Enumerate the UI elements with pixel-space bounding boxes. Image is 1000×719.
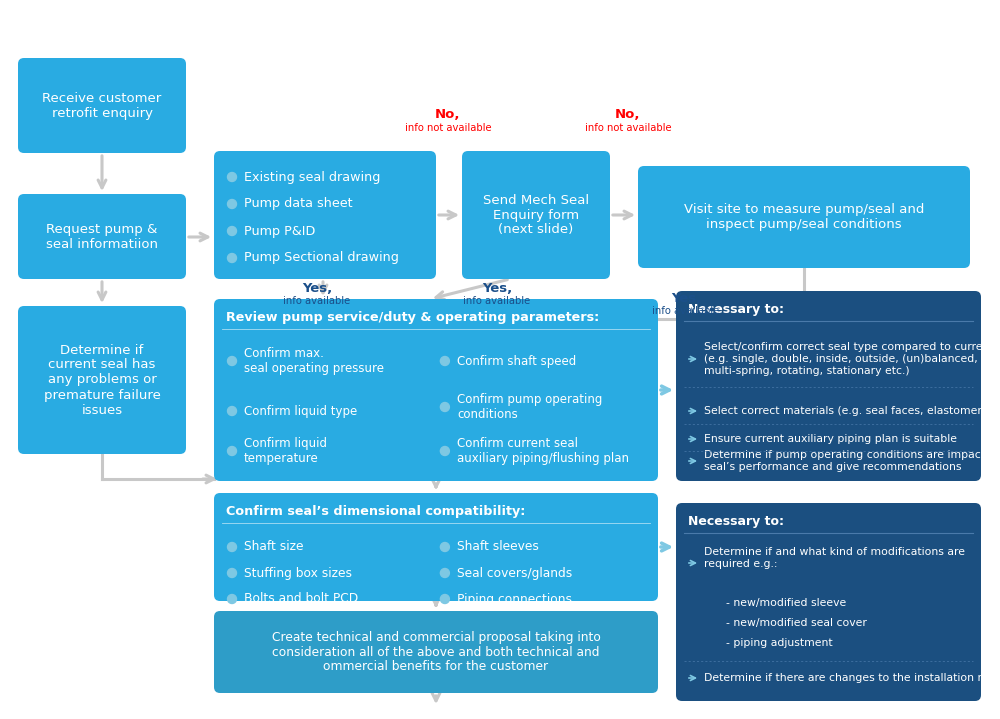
Text: Receive customer
retrofit enquiry: Receive customer retrofit enquiry bbox=[42, 91, 162, 119]
Text: Ensure current auxiliary piping plan is suitable: Ensure current auxiliary piping plan is … bbox=[704, 434, 957, 444]
Text: Shaft size: Shaft size bbox=[244, 541, 304, 554]
Text: Create technical and commercial proposal taking into
consideration all of the ab: Create technical and commercial proposal… bbox=[272, 631, 600, 674]
FancyBboxPatch shape bbox=[18, 306, 186, 454]
Text: Confirm liquid type: Confirm liquid type bbox=[244, 405, 357, 418]
Circle shape bbox=[228, 357, 237, 365]
FancyBboxPatch shape bbox=[676, 503, 981, 701]
Text: Piping connections: Piping connections bbox=[457, 592, 572, 605]
Text: Visit site to measure pump/seal and
inspect pump/seal conditions: Visit site to measure pump/seal and insp… bbox=[684, 203, 924, 231]
Circle shape bbox=[440, 446, 449, 456]
Text: Confirm max.
seal operating pressure: Confirm max. seal operating pressure bbox=[244, 347, 384, 375]
Text: Confirm seal’s dimensional compatibility:: Confirm seal’s dimensional compatibility… bbox=[226, 505, 525, 518]
Text: - new/modified sleeve: - new/modified sleeve bbox=[726, 598, 846, 608]
Circle shape bbox=[228, 199, 237, 209]
Text: Stuffing box sizes: Stuffing box sizes bbox=[244, 567, 352, 580]
Text: Request pump &
seal informatiion: Request pump & seal informatiion bbox=[46, 222, 158, 250]
Text: Confirm current seal
auxiliary piping/flushing plan: Confirm current seal auxiliary piping/fl… bbox=[457, 437, 629, 465]
Text: info available: info available bbox=[463, 296, 531, 306]
Text: Yes,: Yes, bbox=[671, 293, 701, 306]
Circle shape bbox=[440, 543, 449, 551]
Text: Yes,: Yes, bbox=[482, 283, 512, 296]
Circle shape bbox=[228, 543, 237, 551]
Text: info available: info available bbox=[652, 306, 720, 316]
Text: No,: No, bbox=[435, 108, 461, 121]
Text: Necessary to:: Necessary to: bbox=[688, 303, 784, 316]
Circle shape bbox=[440, 569, 449, 577]
Text: Confirm liquid
temperature: Confirm liquid temperature bbox=[244, 437, 327, 465]
Text: Determine if and what kind of modifications are
required e.g.:: Determine if and what kind of modificati… bbox=[704, 547, 965, 569]
Circle shape bbox=[440, 403, 449, 411]
FancyBboxPatch shape bbox=[214, 299, 658, 481]
Text: Confirm pump operating
conditions: Confirm pump operating conditions bbox=[457, 393, 602, 421]
Text: Yes,: Yes, bbox=[302, 283, 332, 296]
Circle shape bbox=[228, 254, 237, 262]
FancyBboxPatch shape bbox=[214, 493, 658, 601]
Circle shape bbox=[228, 446, 237, 456]
Text: Existing seal drawing: Existing seal drawing bbox=[244, 170, 380, 183]
Text: Review pump service/duty & operating parameters:: Review pump service/duty & operating par… bbox=[226, 311, 599, 324]
FancyBboxPatch shape bbox=[18, 58, 186, 153]
Circle shape bbox=[228, 406, 237, 416]
FancyBboxPatch shape bbox=[214, 611, 658, 693]
Circle shape bbox=[228, 226, 237, 236]
Circle shape bbox=[228, 173, 237, 181]
FancyBboxPatch shape bbox=[462, 151, 610, 279]
Circle shape bbox=[440, 357, 449, 365]
Text: Determine if
current seal has
any problems or
premature failure
issues: Determine if current seal has any proble… bbox=[44, 344, 160, 416]
Text: Pump data sheet: Pump data sheet bbox=[244, 198, 353, 211]
Text: Send Mech Seal
Enquiry form
(next slide): Send Mech Seal Enquiry form (next slide) bbox=[483, 193, 589, 237]
FancyBboxPatch shape bbox=[676, 291, 981, 481]
FancyBboxPatch shape bbox=[638, 166, 970, 268]
Text: Determine if pump operating conditions are impacting current
seal’s performance : Determine if pump operating conditions a… bbox=[704, 450, 1000, 472]
FancyBboxPatch shape bbox=[18, 194, 186, 279]
Text: Select/confirm correct seal type compared to current seal design
(e.g. single, d: Select/confirm correct seal type compare… bbox=[704, 342, 1000, 375]
FancyBboxPatch shape bbox=[214, 151, 436, 279]
Text: info not available: info not available bbox=[585, 123, 671, 133]
Text: info not available: info not available bbox=[405, 123, 491, 133]
Text: Shaft sleeves: Shaft sleeves bbox=[457, 541, 539, 554]
Circle shape bbox=[228, 595, 237, 603]
Text: No,: No, bbox=[615, 108, 641, 121]
Circle shape bbox=[440, 595, 449, 603]
Text: Pump P&ID: Pump P&ID bbox=[244, 224, 315, 237]
Text: Confirm shaft speed: Confirm shaft speed bbox=[457, 354, 576, 367]
Text: info available: info available bbox=[283, 296, 351, 306]
Text: Pump Sectional drawing: Pump Sectional drawing bbox=[244, 252, 399, 265]
Text: - new/modified seal cover: - new/modified seal cover bbox=[726, 618, 867, 628]
Text: - piping adjustment: - piping adjustment bbox=[726, 638, 833, 648]
Text: Necessary to:: Necessary to: bbox=[688, 515, 784, 528]
Text: Select correct materials (e.g. seal faces, elastomers, metallurgy): Select correct materials (e.g. seal face… bbox=[704, 406, 1000, 416]
Circle shape bbox=[228, 569, 237, 577]
Text: Seal covers/glands: Seal covers/glands bbox=[457, 567, 572, 580]
Text: Bolts and bolt PCD: Bolts and bolt PCD bbox=[244, 592, 358, 605]
Text: Determine if there are changes to the installation method: Determine if there are changes to the in… bbox=[704, 673, 1000, 683]
